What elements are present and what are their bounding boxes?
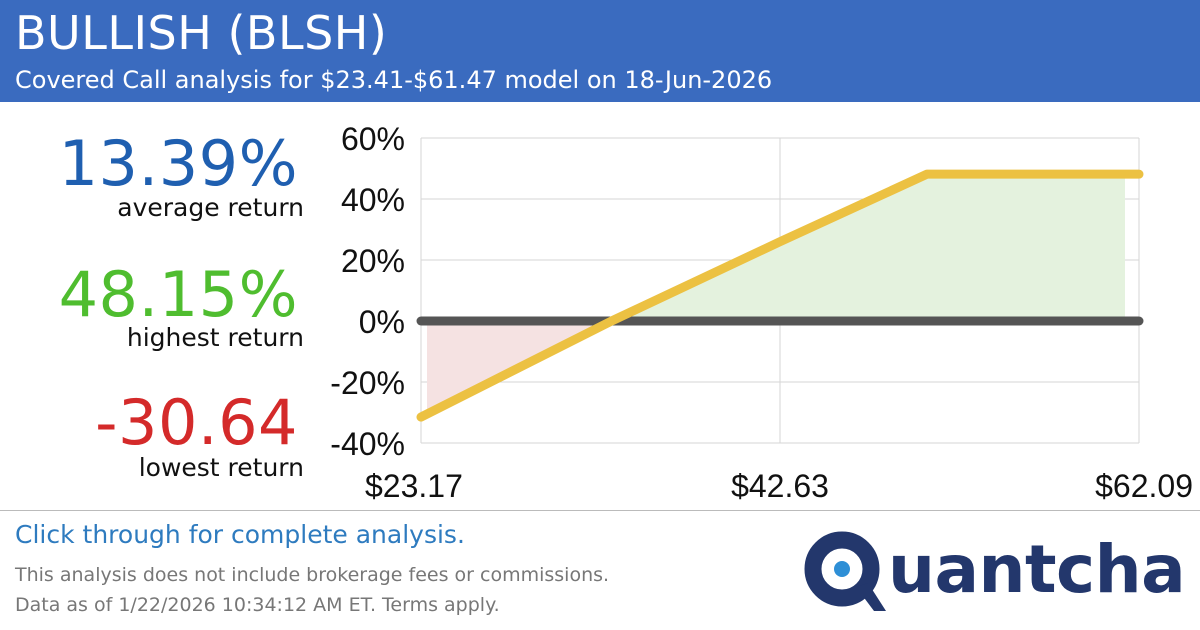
y-tick-label: -40%	[330, 426, 405, 462]
return-chart: 60% 40% 20% 0% -20% -40% $23.17 $42.63 $62.09	[330, 121, 1193, 504]
complete-analysis-link[interactable]: Click through for complete analysis.	[15, 520, 465, 549]
highest-return-value: 48.15%	[58, 258, 298, 331]
y-tick-label: 60%	[341, 121, 405, 157]
lowest-return-label: lowest return	[138, 453, 304, 482]
profit-area	[611, 174, 1125, 321]
x-tick-label: $42.63	[731, 468, 829, 504]
lowest-return-value: -30.64	[95, 386, 298, 459]
y-tick-label: 0%	[359, 304, 405, 340]
highest-return-label: highest return	[126, 323, 304, 352]
fees-disclaimer: This analysis does not include brokerage…	[15, 564, 610, 586]
header-banner: BULLISH (BLSH) Covered Call analysis for…	[0, 0, 1200, 102]
x-tick-label: $62.09	[1095, 468, 1193, 504]
quantcha-logo[interactable]: uantcha	[800, 525, 1192, 620]
average-return-value: 13.39%	[58, 127, 298, 200]
page-title: BULLISH (BLSH)	[15, 6, 388, 60]
data-timestamp-disclaimer: Data as of 1/22/2026 10:34:12 AM ET. Ter…	[15, 594, 500, 616]
x-tick-label: $23.17	[365, 468, 463, 504]
footer-divider	[0, 510, 1200, 511]
y-tick-label: -20%	[330, 365, 405, 401]
average-return-label: average return	[117, 193, 304, 222]
return-series-line	[416, 169, 1144, 422]
quantcha-q-logo-icon	[804, 531, 886, 611]
y-tick-label: 40%	[341, 182, 405, 218]
y-tick-label: 20%	[341, 243, 405, 279]
quantcha-logo-text: uantcha	[888, 531, 1186, 608]
page-subtitle: Covered Call analysis for $23.41-$61.47 …	[15, 66, 773, 94]
